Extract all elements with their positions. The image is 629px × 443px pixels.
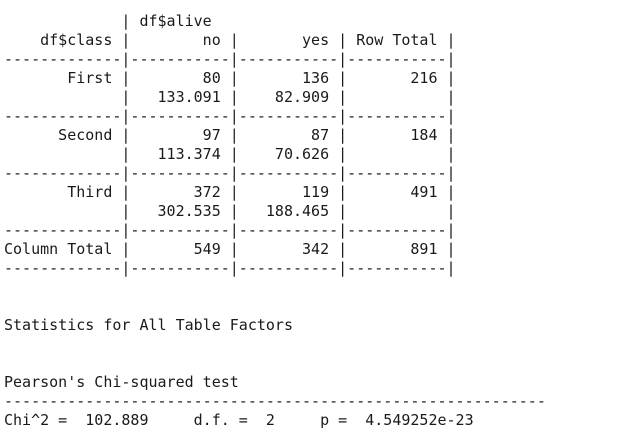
blank-line: [4, 354, 546, 373]
crosstab-separator: -------------|-----------|-----------|--…: [4, 221, 456, 239]
blank-line: [4, 297, 546, 316]
crosstab-header-line-1: | df$alive: [4, 12, 221, 30]
chi-squared-result: Chi^2 = 102.889 d.f. = 2 p = 4.549252e-2…: [4, 411, 483, 429]
chi-squared-test-title: Pearson's Chi-squared test: [4, 373, 248, 391]
crosstab-row-third-counts: Third | 372 | 119 | 491 |: [4, 183, 465, 201]
crosstab-row-first-counts: First | 80 | 136 | 216 |: [4, 69, 465, 87]
crosstab-row-first-expected: | 133.091 | 82.909 | |: [4, 88, 465, 106]
blank-line: [4, 335, 546, 354]
crosstab-row-second-expected: | 113.374 | 70.626 | |: [4, 145, 465, 163]
r-console-output: | df$alive df$class | no | yes | Row Tot…: [4, 12, 546, 430]
statistics-heading: Statistics for All Table Factors: [4, 316, 293, 334]
crosstab-row-third-expected: | 302.535 | 188.465 | |: [4, 202, 465, 220]
crosstab-header-line-2: df$class | no | yes | Row Total |: [4, 31, 465, 49]
crosstab-column-total: Column Total | 549 | 342 | 891 |: [4, 240, 465, 258]
crosstab-separator: -------------|-----------|-----------|--…: [4, 164, 456, 182]
crosstab-separator: -------------|-----------|-----------|--…: [4, 50, 456, 68]
crosstab-separator: -------------|-----------|-----------|--…: [4, 259, 456, 277]
chi-squared-separator: ----------------------------------------…: [4, 392, 546, 410]
blank-line: [4, 278, 546, 297]
crosstab-row-second-counts: Second | 97 | 87 | 184 |: [4, 126, 465, 144]
crosstab-separator: -------------|-----------|-----------|--…: [4, 107, 456, 125]
